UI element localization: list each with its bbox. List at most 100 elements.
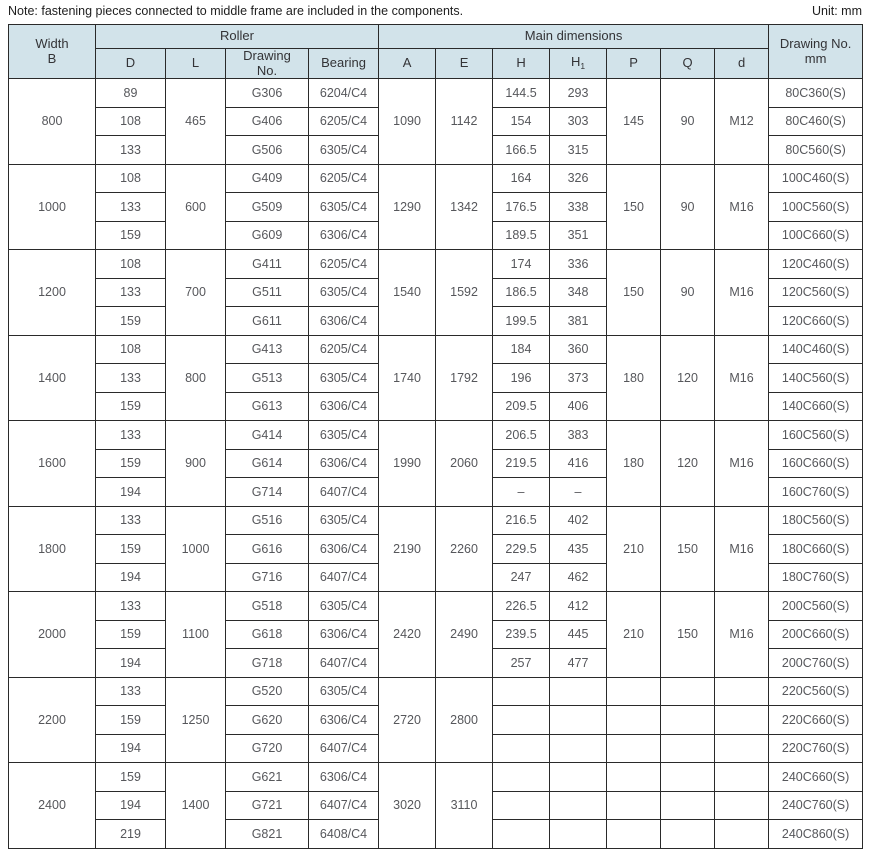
note-text: Note: fastening pieces connected to midd… — [8, 4, 464, 18]
cell-e: 3110 — [435, 762, 494, 849]
cell-h1: 477 — [549, 648, 608, 678]
cell-drawing-code: 200C760(S) — [768, 648, 864, 678]
cell-drawing-no: G413 — [225, 334, 309, 365]
cell-bearing: 6205/C4 — [307, 163, 380, 194]
cell-bearing: 6205/C4 — [307, 334, 380, 365]
table-row: 1000 108 600 G409 6205/C4 1290 1342 164 … — [8, 163, 864, 251]
cell-bearing: 6407/C4 — [307, 562, 380, 593]
cell-d-thread — [714, 676, 770, 707]
cell-h1 — [549, 762, 608, 792]
cell-bearing: 6305/C4 — [307, 591, 380, 621]
cell-drawing-no: G306 — [225, 78, 309, 108]
cell-drawing-no: G409 — [225, 163, 309, 194]
cell-bearing: 6306/C4 — [307, 220, 380, 251]
cell-width-b: 1600 — [8, 420, 96, 507]
cell-bearing: 6305/C4 — [307, 420, 380, 450]
h1-base: H — [570, 54, 581, 70]
cell-width-b: 1800 — [8, 505, 96, 593]
cell-a: 2190 — [378, 505, 437, 593]
cell-h — [492, 733, 551, 764]
cell-drawing-code: 220C560(S) — [768, 676, 864, 707]
cell-q — [660, 676, 716, 707]
cell-drawing-no: G616 — [225, 534, 309, 564]
cell-h: 196 — [492, 363, 551, 393]
cell-p: 210 — [606, 591, 662, 678]
cell-a: 1090 — [378, 78, 437, 165]
cell-drawing-no: G506 — [225, 135, 309, 165]
cell-p: 180 — [606, 420, 662, 507]
cell-q — [660, 790, 716, 821]
cell-drawing-code: 220C660(S) — [768, 705, 864, 735]
cell-drawing-no: G520 — [225, 676, 309, 707]
cell-l: 1250 — [165, 676, 226, 764]
cell-bearing: 6205/C4 — [307, 249, 380, 279]
cell-bearing: 6305/C4 — [307, 363, 380, 393]
cell-h: 164 — [492, 163, 551, 194]
col-header-a: A — [378, 47, 437, 80]
cell-h — [492, 705, 551, 735]
cell-drawing-no: G718 — [225, 648, 309, 678]
cell-drawing-no: G509 — [225, 192, 309, 222]
h1-subscript: 1 — [580, 61, 586, 72]
cell-drawing-code: 200C560(S) — [768, 591, 864, 621]
cell-d: 133 — [95, 591, 166, 621]
cell-bearing: 6204/C4 — [307, 78, 380, 108]
cell-d-thread: M16 — [714, 591, 770, 678]
cell-bearing: 6407/C4 — [307, 733, 380, 764]
cell-drawing-no: G613 — [225, 391, 309, 422]
col-header-bearing: Bearing — [307, 47, 380, 80]
cell-drawing-no: G516 — [225, 505, 309, 536]
cell-l: 700 — [165, 249, 226, 336]
cell-a: 2420 — [378, 591, 437, 678]
table-row: 2000 133 1100 G518 6305/C4 2420 2490 226… — [8, 591, 864, 678]
cell-d-thread — [714, 790, 770, 821]
cell-drawing-no: G621 — [225, 762, 309, 792]
cell-h1: 402 — [549, 505, 608, 536]
cell-e: 2490 — [435, 591, 494, 678]
cell-h: 219.5 — [492, 448, 551, 479]
cell-d-thread: M16 — [714, 249, 770, 336]
cell-d: 108 — [95, 249, 166, 279]
table-row: 1200 108 700 G411 6205/C4 1540 1592 174 … — [8, 249, 864, 336]
cell-h: – — [492, 477, 551, 507]
cell-bearing: 6306/C4 — [307, 705, 380, 735]
cell-l: 1100 — [165, 591, 226, 678]
cell-h: 186.5 — [492, 277, 551, 308]
table-row: 194 G720 6407/C4 220C760(S) — [9, 733, 864, 764]
cell-d: 89 — [95, 78, 166, 108]
cell-d: 159 — [95, 705, 166, 735]
col-header-drawing-no-mm: Drawing No. mm — [768, 23, 864, 80]
cell-h — [492, 790, 551, 821]
cell-width-b: 800 — [8, 78, 96, 165]
cell-h1: 336 — [549, 249, 608, 279]
cell-drawing-code: 100C460(S) — [768, 163, 864, 194]
cell-h1: 326 — [549, 163, 608, 194]
cell-drawing-no: G511 — [225, 277, 309, 308]
cell-d: 159 — [95, 534, 166, 564]
cell-h1: 381 — [549, 306, 608, 336]
table-row: 194 G721 6407/C4 240C760(S) — [9, 790, 864, 821]
cell-h1: – — [549, 477, 608, 507]
cell-bearing: 6305/C4 — [307, 505, 380, 536]
cell-width-b: 2000 — [8, 591, 96, 678]
cell-d-thread: M12 — [714, 78, 770, 165]
cell-d: 133 — [95, 192, 166, 222]
cell-width-b: 1400 — [8, 334, 96, 422]
cell-h: 144.5 — [492, 78, 551, 108]
cell-h1 — [549, 705, 608, 735]
cell-h1: 293 — [549, 78, 608, 108]
cell-e: 1792 — [435, 334, 494, 422]
cell-h: 247 — [492, 562, 551, 593]
cell-h1 — [549, 676, 608, 707]
cell-h: 206.5 — [492, 420, 551, 450]
cell-d: 133 — [95, 135, 166, 165]
table-row: 1800 133 1000 G516 6305/C4 2190 2260 216… — [8, 505, 864, 593]
table-row: 159 G614 6306/C4 219.5 416 160C660(S) — [9, 448, 864, 479]
cell-d: 159 — [95, 391, 166, 422]
cell-width-b: 2200 — [8, 676, 96, 764]
cell-d: 108 — [95, 106, 166, 137]
cell-drawing-code: 200C660(S) — [768, 619, 864, 650]
cell-d: 159 — [95, 762, 166, 792]
cell-drawing-code: 160C560(S) — [768, 420, 864, 450]
table-row: 2400 159 1400 G621 6306/C4 3020 3110 240… — [8, 762, 864, 849]
